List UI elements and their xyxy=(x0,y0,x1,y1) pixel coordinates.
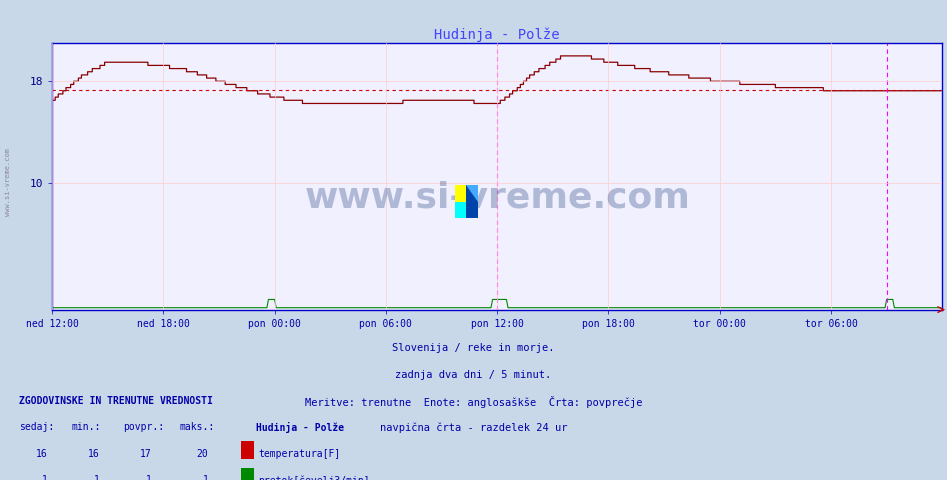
Text: zadnja dva dni / 5 minut.: zadnja dva dni / 5 minut. xyxy=(396,370,551,380)
Text: www.si-vreme.com: www.si-vreme.com xyxy=(304,180,690,215)
Text: ZGODOVINSKE IN TRENUTNE VREDNOSTI: ZGODOVINSKE IN TRENUTNE VREDNOSTI xyxy=(19,396,213,406)
Polygon shape xyxy=(466,185,478,202)
Text: tor 00:00: tor 00:00 xyxy=(693,319,746,329)
Text: www.si-vreme.com: www.si-vreme.com xyxy=(5,148,10,216)
Text: Hudinja - Polže: Hudinja - Polže xyxy=(256,422,344,433)
Bar xyxy=(466,185,478,218)
Text: 1: 1 xyxy=(42,475,47,480)
Text: 17: 17 xyxy=(140,449,152,459)
Text: min.:: min.: xyxy=(71,422,100,432)
Text: pon 18:00: pon 18:00 xyxy=(582,319,634,329)
Text: pretok[čevelj3/min]: pretok[čevelj3/min] xyxy=(259,475,370,480)
Text: sedaj:: sedaj: xyxy=(19,422,54,432)
Text: tor 06:00: tor 06:00 xyxy=(805,319,857,329)
Text: pon 06:00: pon 06:00 xyxy=(360,319,412,329)
Text: temperatura[F]: temperatura[F] xyxy=(259,449,341,459)
Text: maks.:: maks.: xyxy=(180,422,215,432)
Text: 1: 1 xyxy=(94,475,99,480)
Text: pon 00:00: pon 00:00 xyxy=(248,319,301,329)
Text: 1: 1 xyxy=(203,475,208,480)
Text: Meritve: trenutne  Enote: anglosaškše  Črta: povprečje: Meritve: trenutne Enote: anglosaškše Črt… xyxy=(305,396,642,408)
Bar xyxy=(455,185,466,202)
Text: 20: 20 xyxy=(197,449,208,459)
Text: 1: 1 xyxy=(146,475,152,480)
Text: Slovenija / reke in morje.: Slovenija / reke in morje. xyxy=(392,343,555,353)
Bar xyxy=(455,202,466,218)
Text: pon 12:00: pon 12:00 xyxy=(471,319,524,329)
Text: 16: 16 xyxy=(36,449,47,459)
Title: Hudinja - Polže: Hudinja - Polže xyxy=(435,27,560,42)
Text: ned 18:00: ned 18:00 xyxy=(137,319,189,329)
Text: navpična črta - razdelek 24 ur: navpična črta - razdelek 24 ur xyxy=(380,422,567,433)
Text: 16: 16 xyxy=(88,449,99,459)
Text: ned 12:00: ned 12:00 xyxy=(26,319,79,329)
Text: povpr.:: povpr.: xyxy=(123,422,164,432)
